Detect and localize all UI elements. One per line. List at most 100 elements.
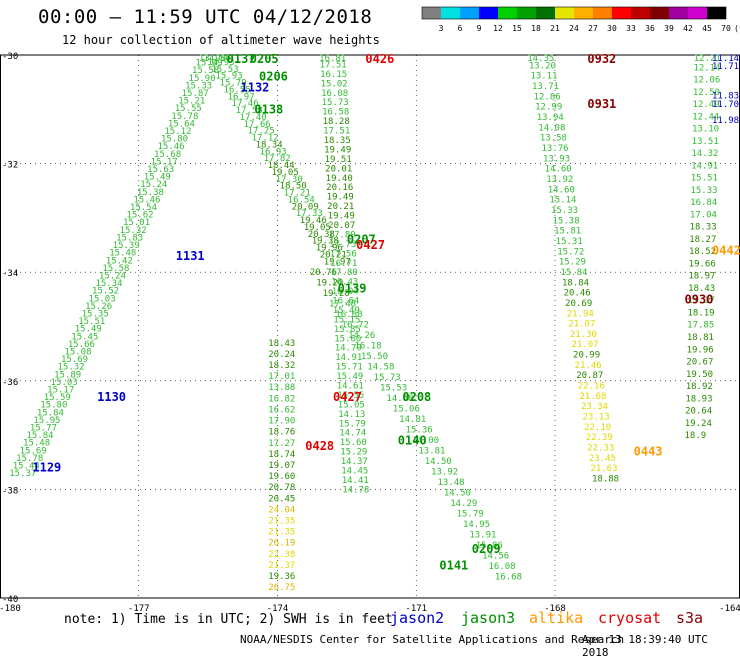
pass-time-label: 0932: [587, 52, 616, 66]
swh-value-label: 17.25: [248, 127, 275, 137]
swh-value-label: 13.11: [530, 72, 557, 82]
swh-value-label: 15.84: [37, 408, 64, 418]
swh-value-label: 18.81: [687, 333, 714, 343]
swh-value-label: 18.19: [687, 308, 714, 318]
swh-value-label: 13.76: [541, 144, 568, 154]
swh-value-label: 14.60: [548, 185, 575, 195]
swh-value-label: 19.24: [685, 419, 712, 429]
swh-value-label: 16.58: [322, 108, 349, 118]
swh-value-label: 15.69: [61, 355, 88, 365]
x-tick-label: -174: [267, 604, 289, 614]
swh-value-label: 14.81: [399, 415, 426, 425]
swh-value-label: 12.50: [693, 88, 720, 98]
swh-value-label: 17.30: [276, 175, 303, 185]
colorbar-swatch: [669, 7, 688, 19]
pass-time-label: 0208: [402, 390, 431, 404]
swh-value-label: 17.17: [688, 296, 715, 306]
swh-value-label: 14.91: [335, 353, 362, 363]
pass-time-label: 0931: [587, 97, 616, 111]
swh-value-label: 18.32: [268, 361, 295, 371]
swh-value-label: 15.84: [560, 268, 587, 278]
swh-value-label: 14.50: [444, 488, 471, 498]
swh-value-label: 16.55: [224, 85, 251, 95]
swh-value-label: 11.14: [712, 54, 739, 64]
swh-value-label: 18.28: [323, 117, 350, 127]
swh-value-label: 20.45: [268, 494, 295, 504]
swh-value-label: 13.51: [692, 137, 719, 147]
swh-value-label: 15.24: [99, 271, 126, 281]
swh-value-label: 17.51: [323, 127, 350, 137]
colorbar-swatch: [574, 7, 593, 19]
swh-value-label: 15.24: [140, 180, 167, 190]
swh-value-label: 26.19: [268, 539, 295, 549]
swh-value-label: 19.40: [326, 174, 353, 184]
swh-value-label: 18.52: [689, 247, 716, 257]
swh-value-label: 20.87: [576, 371, 603, 381]
swh-value-label: 17.82: [264, 154, 291, 164]
x-tick-label: -164: [719, 604, 740, 614]
swh-value-label: 20.67: [686, 358, 713, 368]
swh-value-label: 19.20: [316, 279, 343, 289]
swh-value-label: 16.62: [268, 405, 295, 415]
swh-value-label: 13.81: [418, 446, 445, 456]
swh-value-label: 15.60: [340, 438, 367, 448]
swh-value-label: 15.48: [109, 249, 136, 259]
y-tick-label: -40: [2, 595, 18, 605]
swh-value-label: 15.06: [393, 405, 420, 415]
swh-value-label: 15.54: [130, 203, 157, 213]
swh-value-label: 20.21: [320, 250, 347, 260]
swh-value-label: 18.33: [690, 223, 717, 233]
swh-value-label: 22.16: [578, 382, 605, 392]
swh-value-label: 13.93: [543, 154, 570, 164]
swh-value-label: 15.64: [168, 119, 195, 129]
swh-value-label: 15.93: [216, 72, 243, 82]
swh-value-label: 14.29: [450, 499, 477, 509]
pass-time-label: 0426: [365, 52, 394, 66]
swh-value-label: 19.66: [689, 259, 716, 269]
swh-value-label: 13.71: [532, 82, 559, 92]
swh-value-label: 18.43: [268, 339, 295, 349]
swh-value-label: 15.49: [144, 173, 171, 183]
swh-value-label: 17.33: [296, 209, 323, 219]
swh-value-label: 13.48: [437, 478, 464, 488]
swh-value-label: 15.42: [106, 256, 133, 266]
swh-value-label: 19.49: [328, 212, 355, 222]
colorbar-tick-label: 70: [721, 24, 731, 33]
swh-value-label: 22.38: [268, 550, 295, 560]
pass-time-label: 0139: [338, 281, 367, 295]
swh-value-label: 15.31: [556, 237, 583, 247]
swh-value-label: 22.10: [584, 423, 611, 433]
swh-value-label: 15.08: [64, 347, 91, 357]
swh-value-label: 15.14: [549, 196, 576, 206]
colorbar-tick-label: 12: [493, 24, 503, 33]
swh-value-label: 15.78: [16, 454, 43, 464]
swh-value-label: 15.09: [195, 59, 222, 69]
swh-value-label: 19.51: [325, 155, 352, 165]
pass-time-label: 0427: [333, 390, 362, 404]
swh-value-label: 20.16: [326, 183, 353, 193]
swh-value-label: 15.50: [361, 352, 388, 362]
swh-value-label: 17.40: [240, 113, 267, 123]
colorbar-swatch: [460, 7, 479, 19]
swh-value-label: 18.84: [562, 278, 589, 288]
swh-value-label: 15.69: [20, 446, 47, 456]
swh-value-label: 14.91: [691, 161, 718, 171]
swh-value-label: 16.43: [331, 278, 358, 288]
colorbar-swatch: [650, 7, 669, 19]
swh-value-label: 19.36: [268, 572, 295, 582]
swh-value-label: 20.69: [565, 299, 592, 309]
swh-value-label: 15.77: [30, 423, 57, 433]
swh-value-label: 15.72: [557, 247, 584, 257]
swh-value-label: 15.45: [71, 332, 98, 342]
swh-value-label: 16.68: [335, 310, 362, 320]
swh-value-label: 15.84: [26, 431, 53, 441]
swh-value-label: 16.08: [488, 562, 515, 572]
swh-value-label: 15.33: [690, 186, 717, 196]
swh-value-label: 18.74: [268, 450, 295, 460]
swh-value-label: 21.07: [568, 320, 595, 330]
swh-value-label: 15.03: [51, 378, 78, 388]
swh-value-label: 14.74: [339, 429, 366, 439]
swh-value-label: 14.45: [341, 467, 368, 477]
swh-value-label: 14.61: [337, 382, 364, 392]
